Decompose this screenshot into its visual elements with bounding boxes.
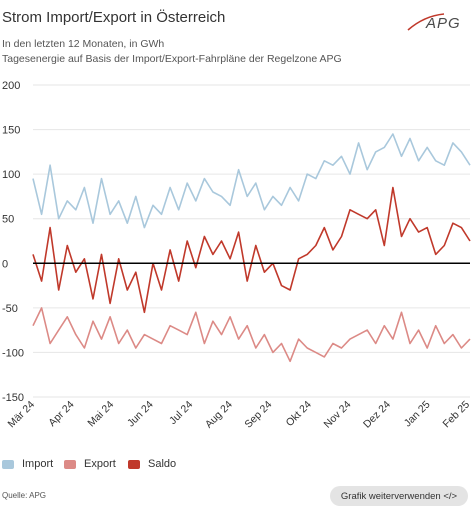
x-tick-label: Aug 24 — [203, 399, 235, 431]
x-tick-label: Jul 24 — [167, 399, 195, 427]
x-tick-label: Mai 24 — [85, 399, 116, 430]
y-tick-label: -150 — [2, 392, 24, 404]
x-tick-label: Jan 25 — [402, 399, 433, 430]
apg-logo-swoosh — [407, 13, 445, 31]
y-tick-label: 150 — [2, 125, 20, 137]
chart-title: Strom Import/Export in Österreich — [2, 9, 226, 26]
y-tick-label: 200 — [2, 80, 20, 92]
legend-swatch-saldo — [128, 459, 140, 469]
x-tick-label: Jun 24 — [125, 399, 156, 430]
legend-item-saldo[interactable]: Saldo — [128, 458, 176, 470]
legend-item-import[interactable]: Import — [2, 458, 53, 470]
source-note: Quelle: APG — [2, 491, 47, 500]
chart-description: Tagesenergie auf Basis der Import/Export… — [2, 53, 342, 65]
chart-subtitle: In den letzten 12 Monaten, in GWh — [2, 38, 165, 50]
y-tick-label: -50 — [2, 303, 18, 315]
x-tick-label: Okt 24 — [284, 399, 314, 429]
legend-label-export: Export — [84, 458, 116, 470]
y-tick-label: 0 — [2, 258, 8, 270]
reuse-graphic-button[interactable]: Grafik weiterverwenden </> — [330, 486, 468, 506]
apg-logo: APG — [407, 13, 461, 32]
legend-label-import: Import — [22, 458, 54, 470]
x-tick-label: Feb 25 — [441, 399, 473, 431]
x-tick-label: Nov 24 — [321, 399, 353, 431]
series-line-import — [32, 133, 471, 229]
series-line-export — [32, 307, 471, 363]
legend-item-export[interactable]: Export — [64, 458, 116, 470]
series-line-saldo — [32, 186, 471, 314]
y-tick-label: -100 — [2, 347, 24, 359]
x-tick-label: Apr 24 — [46, 399, 76, 429]
y-tick-label: 50 — [2, 214, 14, 226]
x-tick-label: Sep 24 — [242, 399, 274, 431]
legend-swatch-export — [64, 459, 76, 469]
y-tick-label: 100 — [2, 169, 20, 181]
x-tick-label: Dez 24 — [361, 399, 393, 431]
legend-label-saldo: Saldo — [148, 458, 177, 470]
legend-swatch-import — [2, 459, 14, 469]
apg-logo-text: APG — [425, 15, 461, 32]
